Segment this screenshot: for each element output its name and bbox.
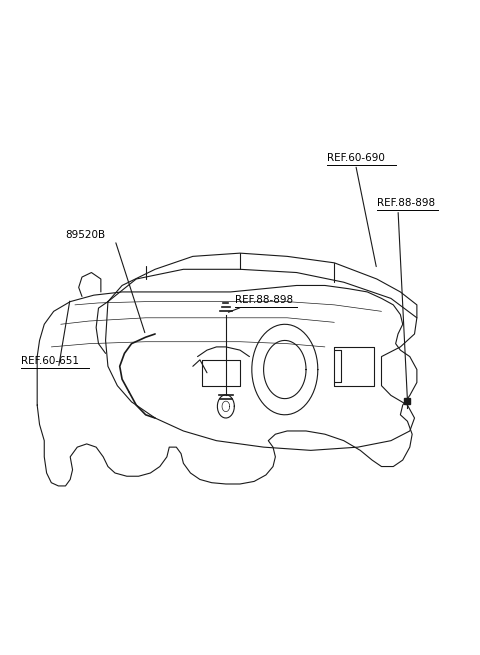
Text: REF.60-651: REF.60-651 bbox=[21, 356, 79, 366]
Text: REF.88-898: REF.88-898 bbox=[235, 295, 293, 305]
Text: REF.88-898: REF.88-898 bbox=[377, 198, 435, 208]
Text: 89520B: 89520B bbox=[65, 230, 106, 240]
Text: REF.60-690: REF.60-690 bbox=[327, 153, 385, 162]
